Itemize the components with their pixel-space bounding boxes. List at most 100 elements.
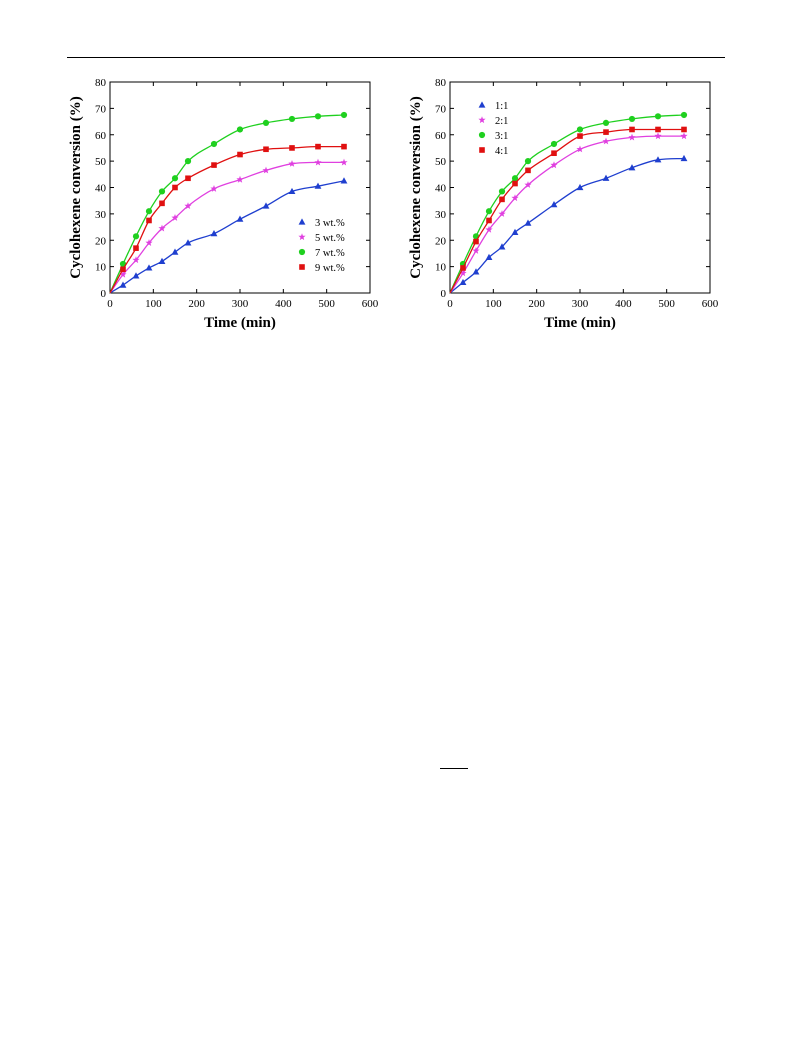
data-point (236, 175, 244, 183)
x-axis-label: Time (min) (204, 315, 276, 331)
data-point (263, 146, 269, 153)
y-tick-label: 60 (95, 130, 107, 142)
x-tick-label: 200 (188, 298, 205, 310)
data-point (472, 268, 480, 275)
data-point (681, 126, 687, 133)
data-point (159, 200, 165, 207)
data-point (341, 143, 347, 150)
footer-mark (440, 768, 468, 769)
data-point (459, 278, 467, 286)
data-point (314, 182, 322, 189)
y-tick-label: 60 (435, 130, 447, 142)
x-tick-label: 300 (572, 298, 589, 310)
x-tick-label: 600 (362, 298, 379, 310)
data-point (512, 180, 518, 187)
data-point (550, 201, 558, 208)
data-point (460, 265, 466, 271)
y-tick-label: 50 (435, 156, 447, 168)
series-curve (109, 114, 345, 294)
y-tick-label: 80 (435, 77, 447, 89)
y-tick-label: 30 (435, 209, 447, 221)
data-point (511, 194, 519, 202)
legend-marker (299, 264, 305, 270)
legend-label: 2:1 (495, 116, 508, 127)
y-tick-label: 70 (95, 103, 107, 115)
x-tick-label: 0 (107, 298, 113, 310)
data-point (485, 253, 493, 260)
data-point (119, 270, 127, 278)
plot-frame (109, 81, 371, 294)
x-tick-label: 400 (615, 298, 632, 310)
data-point (184, 239, 192, 246)
data-point (158, 224, 166, 232)
data-point (459, 269, 467, 277)
data-point (498, 243, 506, 250)
y-axis-label: Cyclohexene conversion (%) (408, 96, 424, 278)
data-point (184, 158, 192, 165)
data-point (289, 145, 295, 151)
data-point (524, 158, 532, 165)
x-axis-label: Time (min) (544, 315, 616, 331)
x-tick-label: 500 (318, 298, 335, 310)
legend-label: 3 wt.% (315, 218, 345, 229)
series-curve (109, 145, 344, 294)
data-point (498, 210, 506, 217)
x-tick-label: 0 (447, 298, 453, 310)
series-curve (109, 180, 345, 294)
data-point (485, 225, 493, 233)
legend-label: 3:1 (495, 131, 508, 142)
data-point (577, 133, 583, 139)
chart-catalyst-loading: 0 100 200 300 400 500 600 0 10 20 30 40 50 60 70 80 Time… (65, 70, 385, 340)
data-point (132, 233, 140, 240)
data-point (473, 238, 479, 245)
data-point (680, 132, 688, 140)
data-point (210, 185, 218, 192)
data-point (133, 245, 139, 251)
y-tick-label: 20 (95, 235, 107, 247)
data-point (171, 248, 179, 255)
data-point (524, 181, 532, 188)
data-point (654, 113, 662, 120)
header-rule (67, 57, 725, 58)
data-point (498, 188, 506, 195)
chart-svg-left: 0 100 200 300 400 500 600 0 10 20 30 40 50 60 70 80 Time… (68, 77, 379, 331)
data-point (550, 161, 558, 169)
data-point (262, 202, 270, 209)
data-point (145, 264, 153, 271)
y-tick-label: 20 (435, 235, 447, 247)
x-tick-label: 200 (528, 298, 545, 310)
y-tick-label: 40 (435, 183, 447, 195)
legend-label: 4:1 (495, 146, 508, 157)
data-point (550, 140, 558, 148)
data-point (340, 111, 348, 119)
data-point (314, 113, 322, 120)
data-point (132, 272, 140, 279)
legend-label: 5 wt.% (315, 233, 345, 244)
data-point (511, 175, 519, 182)
data-point (171, 214, 179, 221)
data-point (524, 219, 532, 226)
data-point (145, 208, 153, 215)
x-tick-label: 100 (485, 298, 502, 310)
data-point (210, 230, 218, 237)
data-point (158, 188, 166, 195)
x-tick-label: 400 (275, 298, 292, 310)
x-tick-label: 600 (702, 298, 719, 310)
data-point (211, 162, 217, 168)
chart-svg-right: 0 100 200 300 400 500 600 0 10 20 30 40 50 60 70 80 Time… (408, 77, 719, 331)
data-point (602, 137, 610, 145)
data-point (132, 256, 140, 264)
legend-label: 9 wt.% (315, 263, 345, 274)
y-tick-label: 70 (435, 103, 447, 115)
data-point (288, 160, 296, 167)
y-tick-label: 30 (95, 209, 107, 221)
data-point (262, 119, 270, 126)
data-point (315, 143, 321, 150)
data-point (185, 175, 191, 182)
series-curve (449, 114, 685, 294)
data-point (628, 133, 636, 141)
data-point (485, 208, 493, 215)
data-point (551, 150, 557, 157)
data-point (629, 126, 635, 133)
data-point (499, 196, 505, 203)
